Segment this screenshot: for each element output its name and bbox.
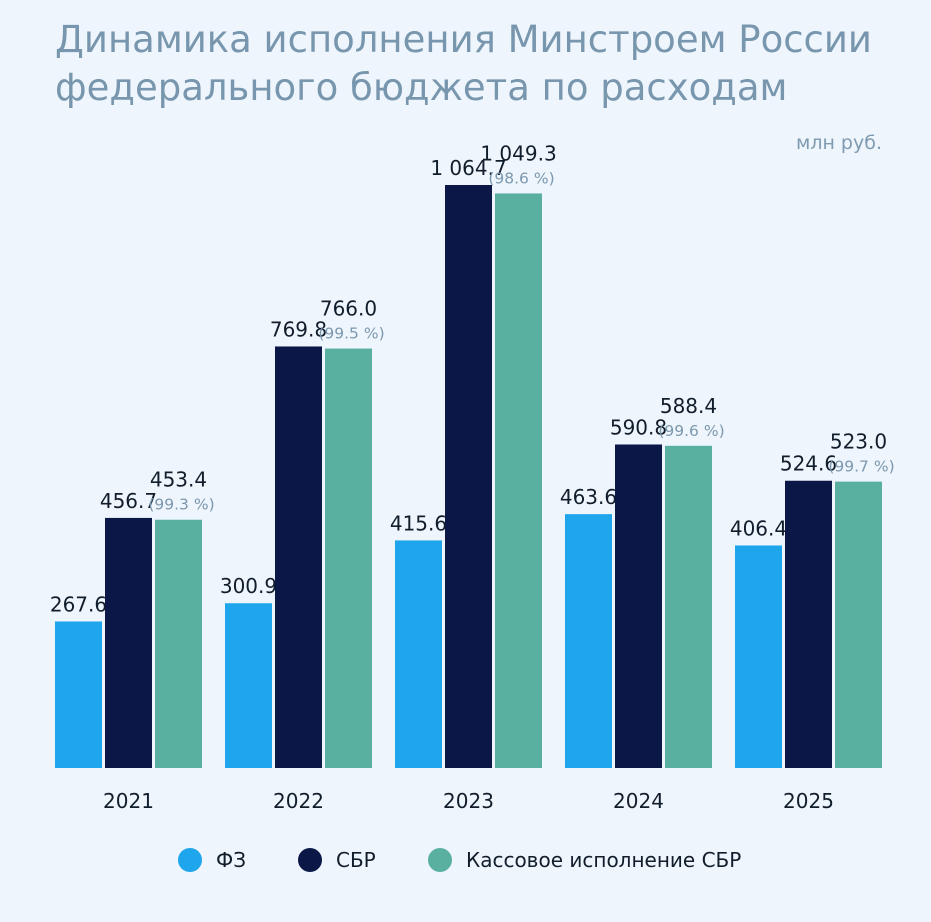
category-label-2021: 2021 [103, 789, 154, 813]
legend-marker-series-2 [428, 848, 452, 872]
value-label-2021-series-1: 456.7 [100, 489, 157, 513]
bar-2021-series-1 [105, 517, 152, 768]
percent-label-2022: (99.5 %) [318, 325, 384, 343]
value-label-2025-series-0: 406.4 [730, 516, 787, 540]
category-label-2022: 2022 [273, 789, 324, 813]
category-label-2025: 2025 [783, 789, 834, 813]
bar-2023-series-2 [495, 193, 542, 768]
percent-label-2021: (99.3 %) [148, 496, 214, 514]
value-label-2024-series-2: 588.4 [660, 394, 717, 418]
legend-label-series-1: СБР [336, 848, 376, 872]
bar-2024-series-0 [565, 514, 612, 768]
legend-marker-series-1 [298, 848, 322, 872]
chart-title-line-1: Динамика исполнения Минстроем России [55, 18, 872, 61]
value-label-2025-series-1: 524.6 [780, 452, 837, 476]
legend: ФЗ СБР Кассовое исполнение СБР [178, 848, 741, 872]
value-label-2024-series-1: 590.8 [610, 415, 667, 439]
value-label-2023-series-0: 415.6 [390, 511, 447, 535]
value-label-2023-series-2: 1 049.3 [480, 141, 556, 165]
bar-2022-series-0 [225, 603, 272, 768]
legend-marker-series-0 [178, 848, 202, 872]
bar-2025-series-0 [735, 545, 782, 768]
value-label-2021-series-0: 267.6 [50, 592, 107, 616]
bar-2023-series-1 [445, 185, 492, 768]
category-label-2024: 2024 [613, 789, 664, 813]
unit-label: млн руб. [796, 132, 882, 154]
value-label-2025-series-2: 523.0 [830, 430, 887, 454]
value-label-2022-series-1: 769.8 [270, 317, 327, 341]
legend-label-series-0: ФЗ [216, 848, 246, 872]
percent-label-2025: (99.7 %) [828, 458, 894, 476]
bar-2024-series-1 [615, 444, 662, 768]
bar-2024-series-2 [665, 445, 712, 768]
bar-2025-series-1 [785, 480, 832, 768]
bar-2023-series-0 [395, 540, 442, 768]
value-label-2022-series-0: 300.9 [220, 574, 277, 598]
legend-label-series-2: Кассовое исполнение СБР [466, 848, 741, 872]
category-label-2023: 2023 [443, 789, 494, 813]
value-label-2024-series-0: 463.6 [560, 485, 617, 509]
chart-title-line-2: федерального бюджета по расходам [55, 66, 787, 109]
bar-2021-series-2 [155, 519, 202, 768]
value-label-2021-series-2: 453.4 [150, 468, 207, 492]
bar-2022-series-1 [275, 346, 322, 768]
bar-2022-series-2 [325, 348, 372, 768]
bar-2021-series-0 [55, 621, 102, 768]
bar-2025-series-2 [835, 481, 882, 768]
value-label-2023-series-1: 1 064.7 [430, 156, 506, 180]
percent-label-2024: (99.6 %) [658, 422, 724, 440]
value-label-2022-series-2: 766.0 [320, 297, 377, 321]
percent-label-2023: (98.6 %) [488, 169, 554, 187]
